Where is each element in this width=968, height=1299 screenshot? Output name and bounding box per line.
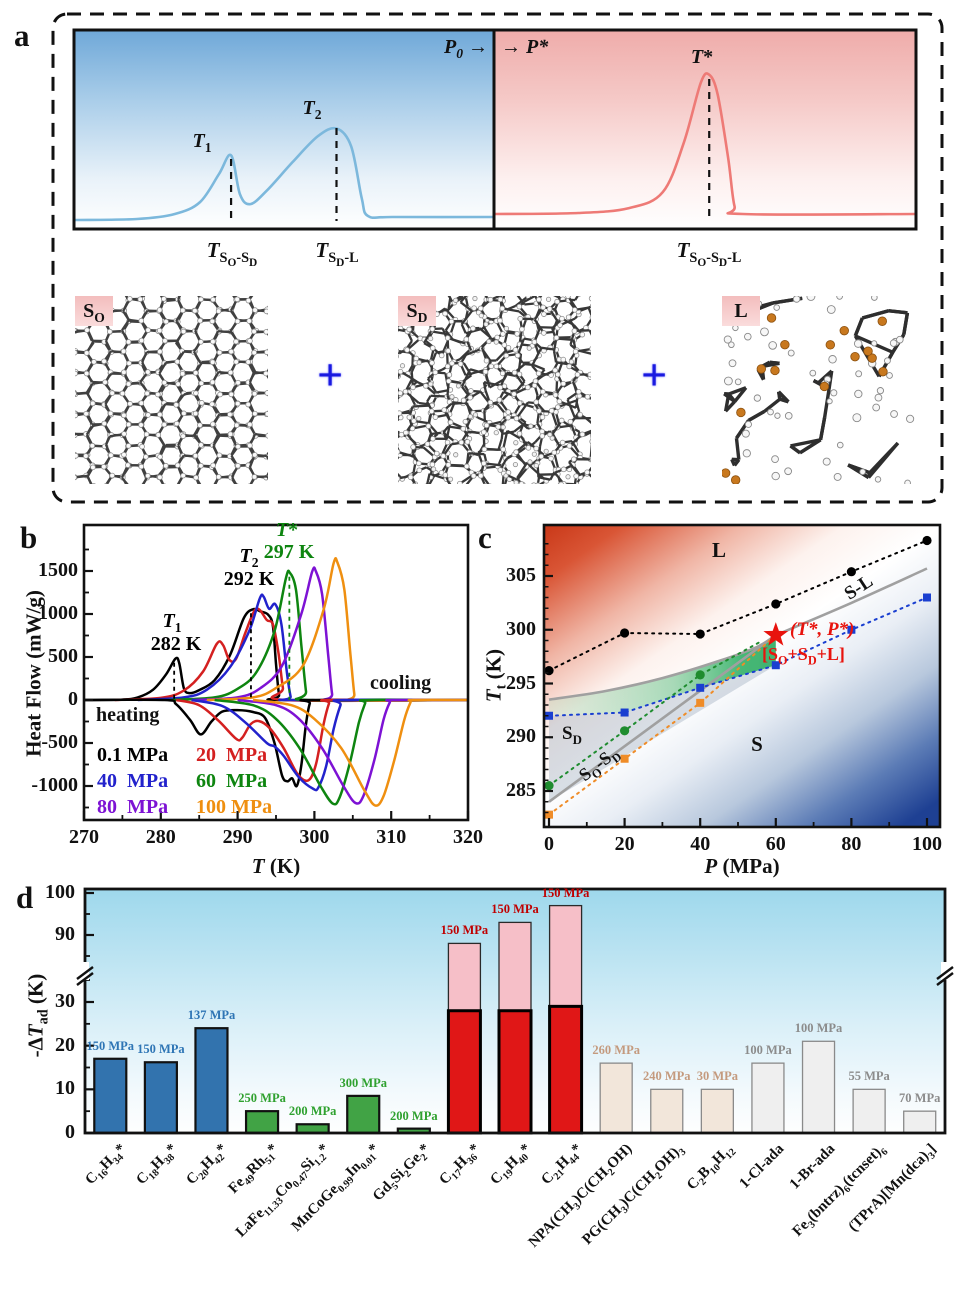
data-point <box>695 670 705 680</box>
axis-break-gap <box>81 962 89 980</box>
axis-break-icon <box>76 972 94 986</box>
panel-d <box>76 887 954 1135</box>
bar-8 <box>497 1009 533 1135</box>
bar-5 <box>346 1094 381 1135</box>
bar-14 <box>801 1040 836 1134</box>
dsc-curve-80-MPa-cooling <box>237 698 469 805</box>
data-point <box>695 629 705 639</box>
structure-image-disordered <box>398 296 591 484</box>
axis-break-icon <box>936 972 954 986</box>
data-point <box>771 599 781 609</box>
data-point <box>922 535 932 546</box>
series-line-square-1a3fd0 <box>548 596 928 717</box>
dsc-curve-0.1-MPa-heating <box>83 607 469 702</box>
data-point <box>771 661 780 670</box>
region-green-wedge <box>549 635 776 716</box>
bar-16 <box>903 1110 937 1134</box>
data-point <box>544 781 554 791</box>
data-point <box>620 628 630 638</box>
data-point <box>545 810 553 819</box>
data-point <box>620 726 630 736</box>
series-line-circle-1f8c2f <box>548 640 762 787</box>
bar-12 <box>700 1088 735 1134</box>
axis-break-icon <box>76 966 94 980</box>
bar-13 <box>751 1062 785 1134</box>
series-line-circle-000000 <box>548 539 928 672</box>
boundary-s-l <box>775 567 928 637</box>
bar-11 <box>650 1088 684 1134</box>
bar-10 <box>599 1062 633 1134</box>
data-point <box>846 567 857 577</box>
triple-point-star-icon <box>763 622 789 646</box>
dsc-curve-100-MPa-cooling <box>252 698 469 807</box>
data-point <box>923 593 931 602</box>
bar-1 <box>143 1061 178 1135</box>
data-point <box>620 708 629 717</box>
dsc-curve-0.1-MPa-cooling <box>83 698 469 788</box>
data-point <box>696 683 705 692</box>
bar-7 <box>446 1009 482 1135</box>
dsc-curve-20-MPa-cooling <box>175 698 469 783</box>
schematic-dsc-curve-pressurized <box>493 72 917 216</box>
axis-break-icon <box>936 966 954 980</box>
dsc-curve-40-MPa-heating <box>137 593 469 702</box>
data-point <box>696 698 705 707</box>
panel-b <box>82 523 470 822</box>
data-point <box>620 754 629 763</box>
structure-image-liquid <box>722 296 915 484</box>
dsc-curve-60-MPa-heating <box>168 569 469 702</box>
bar-9 <box>548 1004 584 1135</box>
dsc-curve-20-MPa-heating <box>114 607 469 703</box>
bar-2 <box>194 1027 229 1135</box>
data-point <box>847 625 856 634</box>
data-point <box>545 711 553 720</box>
region-sd-shading <box>549 665 776 802</box>
series-line-square-ef8c28 <box>548 634 777 816</box>
data-point <box>544 666 554 676</box>
bar-15 <box>852 1088 886 1134</box>
panel-a <box>51 12 944 504</box>
dsc-curve-40-MPa-cooling <box>191 698 469 792</box>
panel-c <box>542 523 942 829</box>
structure-image-ordered <box>75 296 268 484</box>
bar-0 <box>93 1057 128 1135</box>
axis-break-gap <box>941 962 949 980</box>
boundary-so-sd <box>548 634 777 803</box>
bar-3 <box>244 1110 280 1135</box>
dsc-curve-60-MPa-cooling <box>214 698 469 806</box>
schematic-dsc-curve-ambient <box>73 126 495 222</box>
